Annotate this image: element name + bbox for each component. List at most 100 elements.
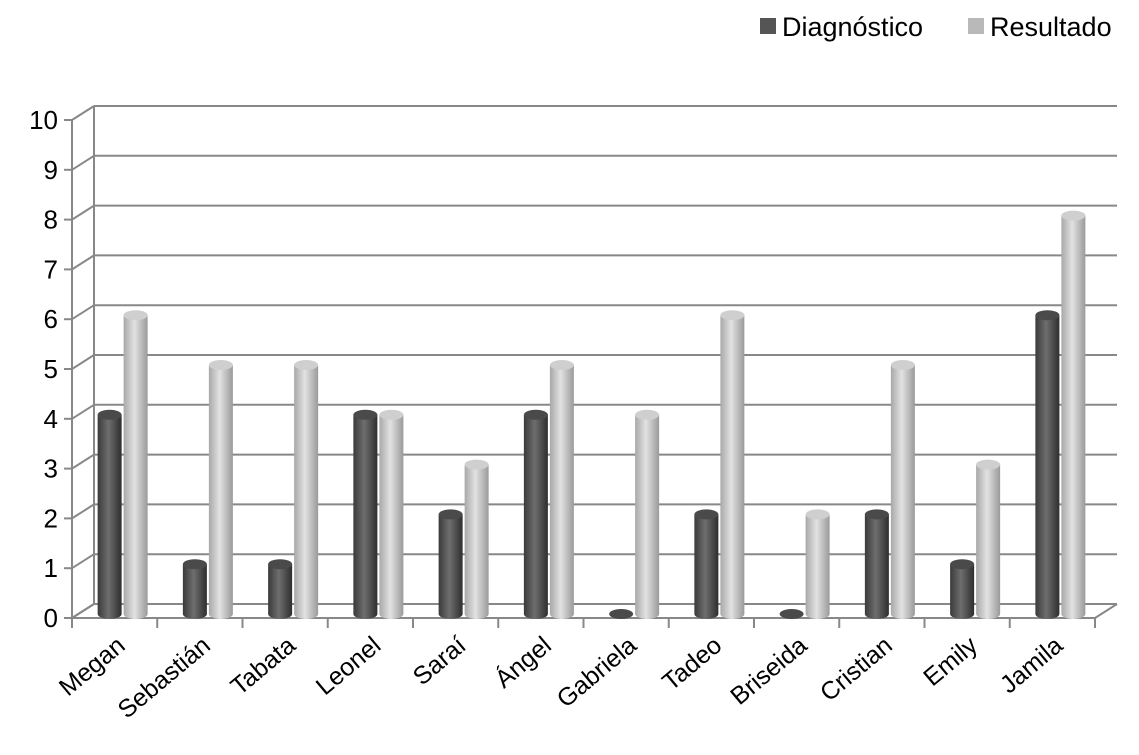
bars xyxy=(97,210,1086,619)
bar-Resultado-Cristian xyxy=(890,360,915,619)
bar-Resultado-Leonel xyxy=(379,409,404,619)
bar-body xyxy=(694,514,719,619)
bar-Diagnóstico-Tabata xyxy=(268,559,293,619)
category-label: Briseida xyxy=(725,631,812,711)
bar-Diagnóstico-Sebastián xyxy=(182,559,207,619)
bar-body xyxy=(720,315,745,619)
gridline-diagonal xyxy=(71,105,95,121)
bar-top xyxy=(182,559,207,570)
gridline-diagonal xyxy=(71,453,95,470)
category-label: Gabriela xyxy=(552,631,642,713)
category-label: Cristian xyxy=(815,631,898,707)
bar-body xyxy=(549,365,574,619)
y-tick-label: 1 xyxy=(44,553,58,583)
bar-body xyxy=(864,514,889,619)
bar-Resultado-Megan xyxy=(123,310,148,619)
category-label: Tabata xyxy=(225,631,301,701)
y-tick-label: 0 xyxy=(44,603,58,633)
category-label: Tadeo xyxy=(657,631,727,696)
bar-body xyxy=(950,564,975,619)
bar-Diagnóstico-Tadeo xyxy=(694,509,719,619)
y-tick-label: 6 xyxy=(44,304,58,334)
bar-top xyxy=(805,509,830,520)
y-tick-label: 5 xyxy=(44,354,58,384)
bar-Resultado-Jamila xyxy=(1061,210,1086,619)
category-label: Emily xyxy=(918,631,983,692)
bar-Resultado-Tadeo xyxy=(720,310,745,619)
bar-body xyxy=(976,464,1001,619)
bar-body xyxy=(182,564,207,619)
y-tick-label: 9 xyxy=(44,155,58,185)
gridline-diagonal xyxy=(71,204,95,221)
bar-top xyxy=(720,310,745,321)
bar-Diagnóstico-Leonel xyxy=(353,409,378,619)
bar-body xyxy=(353,414,378,619)
floor-edge-right xyxy=(1094,603,1118,619)
gridline-diagonal xyxy=(71,154,95,171)
category-label: Megan xyxy=(54,631,131,702)
bar-body xyxy=(123,315,148,619)
bar-Resultado-Saraí xyxy=(464,459,489,619)
bar-Diagnóstico-Briseida xyxy=(779,609,804,619)
bar-Diagnóstico-Jamila xyxy=(1035,310,1060,619)
bar-top xyxy=(694,509,719,520)
bar-top xyxy=(97,409,122,420)
bar-Resultado-Emily xyxy=(976,459,1001,619)
y-tick-label: 10 xyxy=(29,105,58,135)
bar-body xyxy=(1061,215,1086,619)
bar-body xyxy=(379,414,404,619)
gridline-diagonal xyxy=(71,304,95,321)
y-tick-label: 3 xyxy=(44,454,58,484)
category-label: Saraí xyxy=(408,631,472,691)
gridline-diagonal xyxy=(71,503,95,520)
category-label: Sebastián xyxy=(113,631,216,724)
bar-Diagnóstico-Megan xyxy=(97,409,122,619)
bar-top xyxy=(609,609,634,619)
bar-top xyxy=(379,409,404,420)
bar-top xyxy=(549,360,574,370)
bar-body xyxy=(890,365,915,619)
bar-body xyxy=(523,414,548,619)
bar-body xyxy=(268,564,293,619)
bar-top xyxy=(779,609,804,619)
bar-body xyxy=(1035,315,1060,619)
y-tick-label: 8 xyxy=(44,205,58,235)
bar-top xyxy=(976,459,1001,470)
y-axis-ticks: 0 1 2 3 4 5 6 7 8 9 10 xyxy=(29,105,72,633)
bar-top xyxy=(294,360,319,370)
bar-top xyxy=(523,409,548,420)
bar-body xyxy=(635,414,660,619)
y-tick-label: 4 xyxy=(44,404,58,434)
bar-top xyxy=(208,360,233,370)
bar-body xyxy=(805,514,830,619)
bar-Diagnóstico-Ángel xyxy=(523,409,548,619)
bar-Resultado-Gabriela xyxy=(635,409,660,619)
bar-Resultado-Ángel xyxy=(549,360,574,619)
bar-body xyxy=(464,464,489,619)
bar-top xyxy=(123,310,148,321)
legend-swatch xyxy=(760,18,776,34)
bar-body xyxy=(294,365,319,619)
bar-Resultado-Tabata xyxy=(294,360,319,619)
bar-top xyxy=(950,559,975,570)
legend-label: Diagnóstico xyxy=(782,12,923,42)
bar-top xyxy=(864,509,889,520)
y-tick-label: 7 xyxy=(44,254,58,284)
bar-top xyxy=(890,360,915,370)
gridline-diagonal xyxy=(71,403,95,420)
gridline-diagonal xyxy=(71,553,95,570)
category-label: Jamila xyxy=(995,631,1068,699)
bar-Diagnóstico-Cristian xyxy=(864,509,889,619)
legend-label: Resultado xyxy=(990,12,1112,42)
y-tick-label: 2 xyxy=(44,503,58,533)
bar-top xyxy=(268,559,293,570)
bar-body xyxy=(97,414,122,619)
gridline-diagonal xyxy=(71,354,95,370)
bar-top xyxy=(438,509,463,520)
legend-swatch xyxy=(968,18,984,34)
bar-body xyxy=(438,514,463,619)
gridline-diagonal xyxy=(71,254,95,271)
category-label: Ángel xyxy=(489,630,557,693)
